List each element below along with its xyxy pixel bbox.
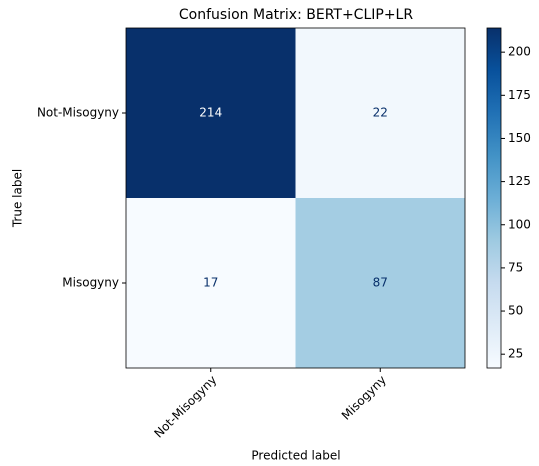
cell-value: 214 (199, 106, 222, 120)
x-tick-label: Misogyny (339, 373, 389, 423)
colorbar-tick-label: 200 (508, 45, 531, 59)
heatmap-cell (126, 28, 296, 198)
chart-title: Confusion Matrix: BERT+CLIP+LR (179, 7, 413, 23)
cell-value: 17 (203, 276, 218, 290)
colorbar-tick-label: 50 (508, 304, 523, 318)
colorbar-tick-label: 25 (508, 347, 523, 361)
colorbar (486, 27, 502, 369)
colorbar-tick-label: 175 (508, 88, 531, 102)
plot-frame (125, 27, 466, 369)
cell-value: 87 (373, 276, 388, 290)
y-tick-label: Misogyny (62, 276, 119, 290)
y-axis-label: True label (11, 169, 25, 228)
colorbar-tick-label: 125 (508, 174, 531, 188)
heatmap-cell (295, 28, 465, 198)
y-tick-label: Not-Misogyny (37, 106, 119, 120)
heatmap-cell (126, 198, 296, 368)
colorbar-tick-label: 150 (508, 131, 531, 145)
heatmap-cell (295, 198, 465, 368)
x-tick-label: Not-Misogyny (151, 373, 219, 441)
colorbar-tick-label: 100 (508, 217, 531, 231)
colorbar-tick-label: 75 (508, 260, 523, 274)
cell-value: 22 (373, 106, 388, 120)
x-axis-label: Predicted label (251, 449, 340, 463)
